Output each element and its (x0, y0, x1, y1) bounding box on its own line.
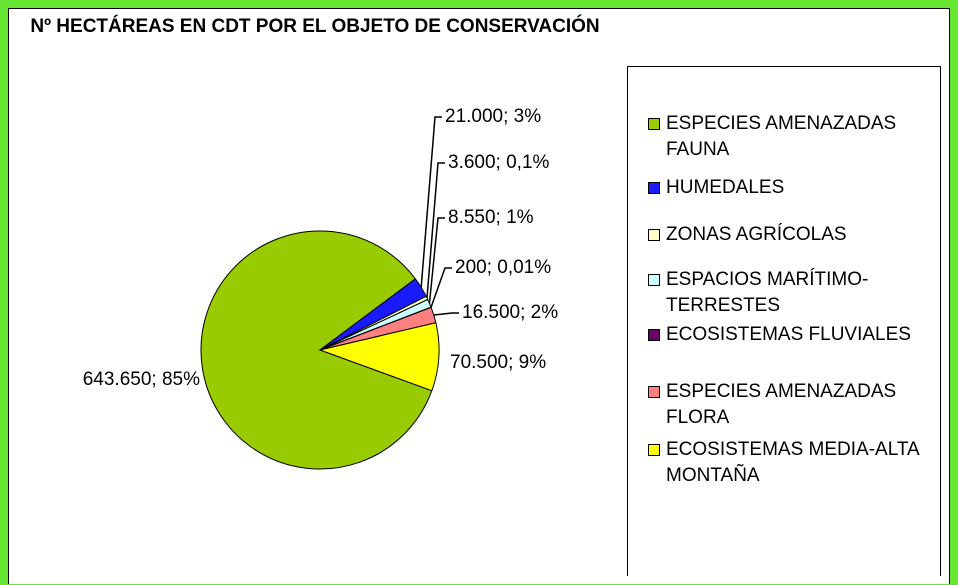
legend-label: HUMEDALES (666, 177, 785, 198)
legend-label: ESPACIOS MARÍTIMO-TERRESTES (666, 269, 869, 316)
data-label: 3.600; 0,1% (448, 152, 550, 173)
data-label: 8.550; 1% (448, 207, 534, 228)
legend-item: ECOSISTEMAS FLUVIALES (644, 322, 956, 348)
legend-item: ESPECIES AMENAZADAS FLORA (644, 379, 956, 431)
legend-item: ESPECIES AMENAZADAS FAUNA (644, 111, 956, 163)
legend-label: ECOSISTEMAS FLUVIALES (666, 324, 911, 345)
legend-label: ESPECIES AMENAZADAS FLORA (666, 381, 897, 428)
pie-slice (318, 322, 440, 392)
leader-line (420, 116, 442, 288)
pie-slice (200, 230, 433, 470)
leader-line (430, 267, 452, 308)
legend-swatch (648, 329, 660, 341)
data-label: 21.000; 3% (445, 106, 541, 127)
legend-swatch (648, 274, 660, 286)
leader-line (428, 217, 445, 304)
leader-line (433, 312, 459, 316)
legend-label: ESPECIES AMENAZADAS FAUNA (666, 113, 897, 160)
legend-swatch (648, 386, 660, 398)
leader-line (426, 162, 445, 298)
legend-swatch (648, 229, 660, 241)
data-label: 16.500; 2% (462, 302, 558, 323)
legend-label: ZONAS AGRÍCOLAS (666, 224, 847, 245)
data-label: 643.650; 85% (83, 369, 200, 390)
legend-item: ZONAS AGRÍCOLAS (644, 222, 956, 248)
chart-title: Nº HECTÁREAS EN CDT POR EL OBJETO DE CON… (30, 16, 600, 37)
data-label: 70.500; 9% (450, 352, 546, 373)
legend-item: HUMEDALES (644, 175, 956, 201)
legend-label: ECOSISTEMAS MEDIA-ALTA MONTAÑA (666, 439, 919, 486)
legend-swatch (648, 118, 660, 130)
legend: ESPECIES AMENAZADAS FAUNA HUMEDALES ZONAS … (627, 66, 941, 576)
legend-swatch (648, 444, 660, 456)
legend-swatch (648, 182, 660, 194)
legend-item: ECOSISTEMAS MEDIA-ALTA MONTAÑA (644, 437, 956, 489)
legend-item: ESPACIOS MARÍTIMO-TERRESTES (644, 267, 956, 319)
data-label: 200; 0,01% (455, 257, 551, 278)
